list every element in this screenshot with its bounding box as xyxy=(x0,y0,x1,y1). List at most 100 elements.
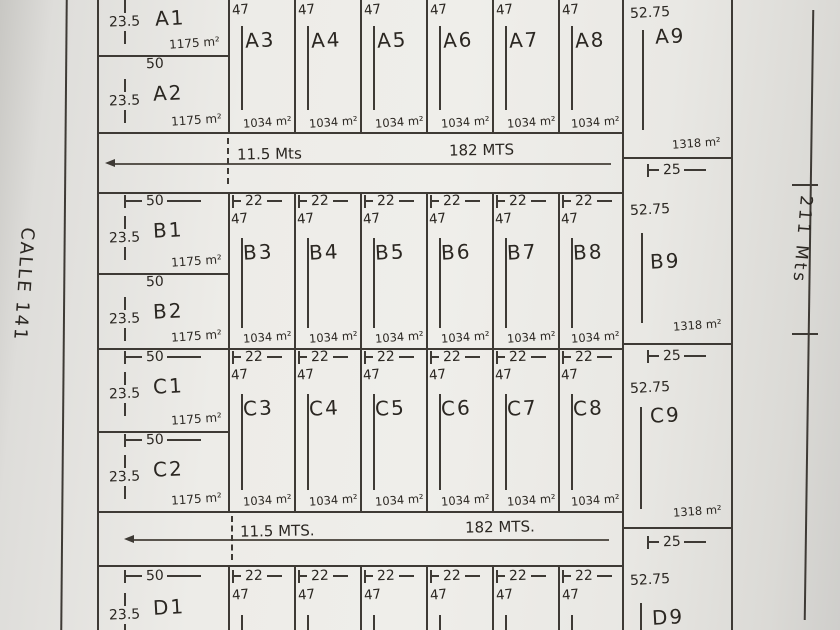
lot-area: 1175 m² xyxy=(170,252,223,270)
lot-label: C7 xyxy=(506,395,539,421)
arrow-left-icon xyxy=(124,535,134,543)
tick xyxy=(123,486,126,499)
top-dimension: 25 xyxy=(622,533,731,551)
inner-line xyxy=(373,238,375,328)
top-dimension-value: 25 xyxy=(662,533,681,551)
inner-line xyxy=(307,238,309,328)
lot-line xyxy=(426,0,428,132)
lot-line xyxy=(360,348,362,511)
dash xyxy=(530,200,546,202)
inner-line xyxy=(241,26,243,110)
side-dimension-value: 23.5 xyxy=(108,385,141,403)
lot-b1: 50 23.5 B1 1175 m² xyxy=(97,192,228,273)
inner-line xyxy=(505,394,507,490)
side-dimension-value: 23.5 xyxy=(108,468,141,486)
dash xyxy=(332,200,348,202)
block-bc-line xyxy=(97,348,622,350)
top-dimension-value: 22 xyxy=(442,567,462,585)
block-d-top-line xyxy=(97,565,622,567)
top-dimension: 22 xyxy=(364,193,414,209)
lot-label: A7 xyxy=(508,27,541,53)
lot-label: C1 xyxy=(152,373,185,399)
lot-label: D9 xyxy=(651,604,685,630)
street-width-label: 11.5 Mts xyxy=(236,144,302,164)
lot-label: B1 xyxy=(152,217,185,243)
inner-line xyxy=(439,615,441,630)
top-dimension: 22 xyxy=(232,567,282,585)
street-band-2: 11.5 MTS. 182 MTS. xyxy=(97,511,622,565)
lot-area: 1034 m² xyxy=(308,490,359,509)
lot-label: C2 xyxy=(152,456,185,482)
lot-b4: 22 47 B4 1034 m² xyxy=(294,192,360,348)
calle-boundary-line xyxy=(60,0,68,630)
dash xyxy=(266,356,282,358)
lot-area: 1034 m² xyxy=(506,490,557,509)
top-dimension: 22 xyxy=(298,193,348,209)
top-dimension: 22 xyxy=(364,567,414,585)
dash xyxy=(398,575,414,577)
lot-line xyxy=(426,565,428,630)
lot-b3: 22 47 B3 1034 m² xyxy=(228,192,294,348)
tick xyxy=(232,350,234,364)
side-dimension-value: 47 xyxy=(230,210,249,228)
lot-label: A6 xyxy=(442,27,475,53)
lot-label: C9 xyxy=(649,402,682,428)
lot-area: 1034 m² xyxy=(242,327,293,346)
tick xyxy=(123,593,126,606)
tick xyxy=(123,350,126,364)
lot-line xyxy=(294,348,296,511)
tick xyxy=(430,569,432,583)
right-dim-tick xyxy=(792,184,818,186)
dash xyxy=(432,356,439,358)
tick xyxy=(123,79,126,92)
side-dimension-value: 47 xyxy=(428,366,447,384)
side-dimension: 23.5 xyxy=(105,593,144,630)
inner-line xyxy=(505,615,507,630)
dash xyxy=(464,356,480,358)
side-dimension-value: 47 xyxy=(561,586,580,604)
dash xyxy=(266,200,282,202)
top-dimension: 22 xyxy=(562,193,612,209)
side-dimension-value: 23.5 xyxy=(108,310,141,328)
tick xyxy=(430,194,432,208)
dash xyxy=(234,356,241,358)
inner-line xyxy=(642,30,644,130)
side-dimension-value: 52.75 xyxy=(629,200,671,220)
top-dimension-value: 50 xyxy=(145,192,164,210)
tick xyxy=(123,328,126,341)
side-dimension-value: 47 xyxy=(362,210,381,228)
lot-label: A8 xyxy=(574,27,607,53)
top-dimension-value: 22 xyxy=(508,192,528,210)
dimension-line xyxy=(131,539,609,541)
side-dimension: 23.5 xyxy=(105,79,144,123)
top-dimension: 22 xyxy=(496,349,546,365)
lot-b5: 22 47 B5 1034 m² xyxy=(360,192,426,348)
lot-d9: 25 52.75 D9 xyxy=(622,527,731,630)
lot-a2: 50 23.5 A2 1175 m² xyxy=(97,55,228,132)
inner-line xyxy=(373,615,375,630)
side-dimension-value: 47 xyxy=(231,586,250,604)
tick xyxy=(123,247,126,260)
lot-d3: 22 47 xyxy=(228,565,294,630)
corner-column-right-line xyxy=(731,0,733,630)
block-b-top-line xyxy=(97,192,622,194)
lot-label: B4 xyxy=(308,239,341,265)
top-dimension-value: 22 xyxy=(310,567,330,585)
lot-line xyxy=(228,565,230,630)
side-dimension-value: 23.5 xyxy=(108,92,141,110)
dash xyxy=(234,200,241,202)
inner-line xyxy=(571,238,573,328)
dimension-tick xyxy=(231,516,233,560)
tick xyxy=(123,31,126,44)
lot-label: A5 xyxy=(376,27,409,53)
top-dimension-value: 22 xyxy=(244,567,264,585)
tick xyxy=(646,163,649,177)
lot-line xyxy=(360,0,362,132)
lot-c5: 22 47 C5 1034 m² xyxy=(360,348,426,511)
side-dimension-value: 47 xyxy=(296,210,315,228)
lot-line xyxy=(622,527,731,529)
top-dimension-value: 22 xyxy=(376,567,396,585)
side-dimension: 23.5 xyxy=(105,372,144,416)
lot-area: 1034 m² xyxy=(506,112,557,131)
